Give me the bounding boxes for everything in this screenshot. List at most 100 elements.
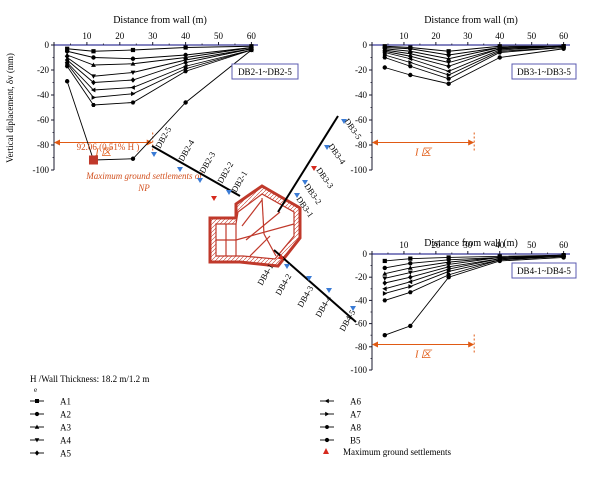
zone-arrowhead-left: [372, 341, 378, 348]
y-tick-label: -80: [37, 140, 49, 150]
data-point-a3: [382, 271, 388, 276]
x-tick-label: 40: [495, 31, 505, 41]
data-point-a6: [183, 63, 188, 69]
x-tick-label: 60: [247, 31, 257, 41]
data-point-a6: [90, 87, 96, 93]
legend-left-column: A1 A2 A3 A4 A5: [30, 397, 71, 459]
db2-5-label: DB2-5: [153, 125, 173, 150]
chart-db2-series: [64, 44, 254, 165]
data-point-a8: [382, 55, 388, 60]
x-tick-label: 60: [559, 31, 569, 41]
max-settlement-annotation: 92.06 (0.51% H ): [77, 142, 140, 152]
data-point-a7: [91, 95, 97, 100]
chart-db4-series: [382, 252, 567, 338]
sensor-marker: [294, 193, 300, 198]
data-point-a8: [497, 50, 503, 55]
db4-sensor-markers: [284, 264, 356, 311]
y-tick-label: 0: [363, 249, 368, 259]
data-point-b5: [446, 274, 451, 280]
data-point-a4: [407, 270, 413, 276]
y-tick-label: -20: [355, 65, 367, 75]
zone-arrowhead-right: [468, 139, 475, 146]
data-point-a1: [65, 46, 70, 51]
zone-arrowhead-right: [468, 341, 475, 348]
strut: [263, 233, 277, 257]
data-point-b5: [183, 100, 188, 105]
zone-label: I 区: [414, 349, 433, 360]
x-tick-label: 10: [399, 31, 409, 41]
legend-label-a4: A4: [60, 436, 71, 446]
excavation-frame: [208, 184, 302, 268]
zone-arrowhead-right: [146, 139, 153, 146]
legend-marker-a3: [34, 424, 40, 429]
data-point-a6: [407, 56, 413, 62]
chart-db3: Distance from wall (m) 10 20 30 40 50 60 0 -20 -…: [351, 15, 577, 175]
plan-view: DB2-5 DB2-4 DB2-3 DB2-2 DB2-1 DB3-5 DB3-…: [151, 115, 364, 333]
data-point-a8: [64, 64, 70, 69]
legend-right-column: A6 A7 A8 B5: [320, 397, 361, 446]
db2-2-label: DB2-2: [215, 160, 235, 185]
data-point-a7: [131, 91, 136, 97]
max-settlement-marker: [311, 166, 317, 171]
data-point-b5: [64, 79, 70, 84]
legend-marker-a8: [324, 425, 330, 429]
data-point-a1: [446, 49, 451, 54]
data-point-a5: [408, 274, 413, 280]
y-tick-label: -80: [355, 342, 367, 352]
legend-marker-a7: [325, 411, 330, 417]
y-axis-label: Vertical diplacement, δv (mm): [5, 53, 15, 163]
data-point-b5: [130, 156, 136, 161]
legend-header-subscript: e: [34, 386, 37, 394]
max-settlement-marker: [278, 254, 284, 259]
series-label-box: [511, 63, 577, 80]
db4-2-label: DB4-2: [273, 272, 293, 297]
x-tick-label: 10: [82, 31, 92, 41]
data-point-a6: [382, 286, 387, 292]
data-point-a4: [382, 276, 388, 281]
sensor-marker: [341, 119, 347, 124]
legend-marker-a5: [34, 450, 40, 456]
chart-db3-series: [382, 43, 567, 86]
data-point-a2: [91, 55, 96, 60]
data-point-a8: [130, 100, 136, 105]
data-point-a6: [446, 68, 451, 74]
data-point-a6: [382, 50, 387, 55]
chart-db2-zone: I 区: [54, 132, 154, 159]
data-point-a8: [446, 76, 451, 81]
data-point-a3: [446, 56, 452, 61]
series-label-box: [231, 63, 299, 80]
db4-3-label: DB4-3: [295, 284, 315, 309]
db2-4-label: DB2-4: [176, 137, 197, 163]
max-settlement-caption-line2: NP: [137, 183, 150, 193]
sensor-marker: [284, 264, 290, 269]
data-point-a8: [91, 102, 96, 108]
data-point-a1: [408, 256, 413, 261]
series-label: DB3-1~DB3-5: [517, 67, 571, 77]
db2-3-label: DB2-3: [197, 150, 217, 175]
chart-db2-title: Distance from wall (m): [113, 15, 207, 26]
zone-arrowhead-left: [372, 139, 378, 146]
data-point-a5: [183, 59, 188, 66]
data-point-a6: [407, 279, 413, 285]
data-point-a1: [91, 49, 96, 54]
data-point-b5: [382, 332, 387, 338]
data-point-a1: [130, 47, 136, 53]
x-tick-label: 50: [527, 31, 537, 41]
data-point-b5: [497, 55, 502, 60]
data-point-a3: [407, 265, 413, 270]
chart-db4-zone: I 区: [372, 334, 475, 360]
chart-db4-title: Distance from wall (m): [424, 238, 518, 249]
x-tick-label: 40: [181, 31, 191, 41]
data-point-a8: [183, 69, 188, 74]
data-point-a4: [130, 70, 136, 76]
db2-1-label: DB2-1: [229, 169, 249, 194]
data-point-a7: [382, 291, 388, 296]
x-tick-label: 20: [431, 240, 441, 250]
chart-db3-zone: I 区: [372, 132, 475, 159]
y-tick-label: -20: [37, 65, 49, 75]
x-tick-label: 50: [214, 31, 224, 41]
chart-db4-axes: 10 20 30 40 50 60 0 -20 -40 -60 -80 -100: [351, 240, 570, 375]
zone-arrowhead-left: [54, 139, 60, 146]
series-label-box: [511, 262, 577, 279]
